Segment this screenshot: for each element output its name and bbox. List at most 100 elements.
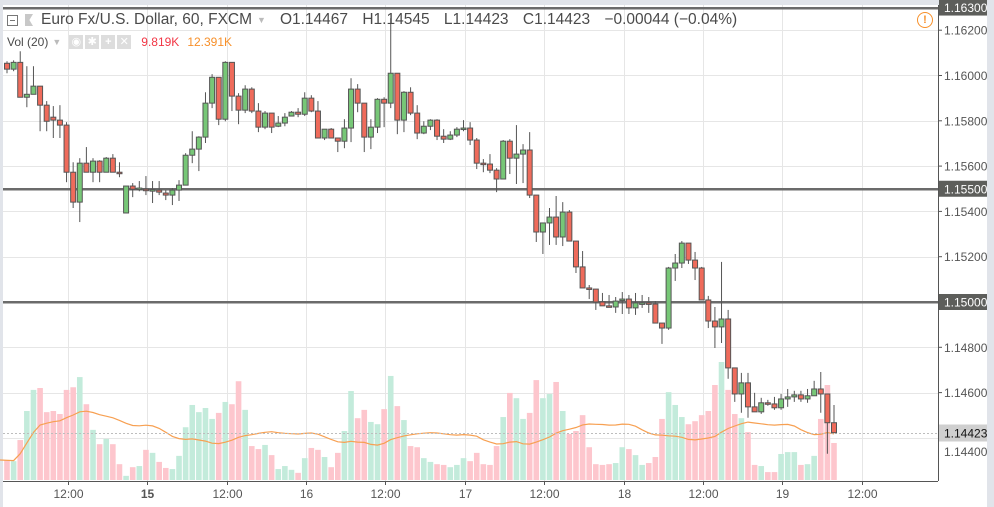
- candle-body: [228, 61, 235, 97]
- volume-label[interactable]: Vol (20): [7, 35, 49, 49]
- close-icon[interactable]: ✕: [117, 35, 132, 49]
- volume-bar: [182, 427, 189, 480]
- candle-body: [301, 97, 308, 115]
- candle-body: [698, 267, 705, 301]
- candle-body: [63, 124, 70, 173]
- volume-bar: [718, 361, 725, 480]
- open-value: O1.14467: [279, 11, 349, 28]
- price-axis[interactable]: 1.16200 1.16000 1.15800 1.15600 1.15400 1.152…: [938, 0, 988, 459]
- volume-bar: [10, 461, 17, 480]
- collapse-icon[interactable]: [7, 14, 18, 26]
- candle-body: [136, 187, 143, 191]
- candle-body: [414, 112, 421, 134]
- candle-body: [56, 119, 63, 126]
- volume-bar: [129, 467, 136, 480]
- candle-body: [493, 169, 500, 180]
- volume-bar: [103, 438, 110, 480]
- volume-bar: [440, 464, 447, 480]
- candle-body: [506, 140, 513, 159]
- time-axis[interactable]: 12:00 15 12:00 16 12:00 17 12:00 18 12:00 19 12:00: [53, 481, 878, 501]
- time-tick-label: 19: [776, 487, 790, 501]
- level-price-label-bg: [939, 180, 987, 197]
- low-value: L1.14423: [443, 11, 509, 28]
- warning-icon[interactable]: !: [917, 12, 933, 28]
- change-value: −0.00044 (−0.04%): [604, 11, 738, 28]
- close-value: C1.14423: [522, 11, 591, 28]
- volume-bar: [50, 411, 57, 480]
- candle-body: [546, 216, 553, 224]
- volume-bar: [460, 458, 467, 480]
- volume-bar: [387, 375, 394, 480]
- volume-bar: [255, 449, 262, 480]
- price-tick-label: 1.14400: [944, 445, 988, 459]
- candle-body: [202, 102, 209, 138]
- horizontal-level-line: [3, 7, 938, 10]
- volume-bar: [831, 442, 837, 480]
- chevron-down-icon[interactable]: ▼: [52, 37, 62, 47]
- candle-body: [672, 262, 679, 269]
- volume-bar: [149, 452, 156, 480]
- volume-bar: [143, 449, 149, 480]
- volume-bar: [308, 447, 315, 480]
- eye-icon[interactable]: ◉: [69, 35, 84, 49]
- symbol-title[interactable]: Euro Fx/U.S. Dollar, 60, FXCM: [41, 11, 253, 28]
- gear-icon[interactable]: ✱: [85, 35, 100, 49]
- volume-bar: [725, 389, 731, 480]
- volume-bar: [751, 464, 758, 480]
- volume-bar: [652, 457, 659, 480]
- volume-bar: [579, 415, 586, 480]
- candle-body: [632, 302, 639, 309]
- candle-body: [70, 171, 77, 203]
- candle-body: [824, 393, 831, 424]
- time-tick-label: 18: [618, 487, 632, 501]
- candle-body: [784, 396, 791, 400]
- volume-bar: [586, 447, 593, 480]
- volume-bar: [374, 424, 381, 480]
- volume-pane: [4, 361, 837, 480]
- candle-body: [23, 93, 30, 98]
- flag-icon[interactable]: [25, 14, 33, 26]
- candle-body: [427, 119, 434, 127]
- candle-body: [268, 112, 275, 128]
- volume-bar: [116, 464, 123, 480]
- high-value: H1.14545: [362, 11, 430, 28]
- volume-bar: [361, 409, 368, 480]
- candle-body: [520, 149, 527, 155]
- left-border: [0, 0, 3, 507]
- time-tick-label: 12:00: [53, 487, 83, 501]
- candle-body: [526, 149, 533, 196]
- time-tick-label: 16: [300, 487, 314, 501]
- volume-bar: [24, 411, 30, 480]
- volume-bar: [222, 401, 229, 480]
- level-price-label-bg: [939, 294, 987, 310]
- candle-body: [811, 388, 818, 397]
- volume-bar: [275, 469, 282, 480]
- volume-bar: [685, 424, 692, 480]
- volume-bar: [493, 446, 500, 480]
- volume-bar: [480, 464, 487, 480]
- volume-bar: [17, 440, 24, 480]
- symbol-legend: Euro Fx/U.S. Dollar, 60, FXCM ▼ O1.14467…: [7, 11, 747, 29]
- volume-bar: [500, 417, 506, 480]
- volume-bar: [30, 389, 37, 480]
- candle-body: [407, 91, 414, 114]
- candle-body: [718, 318, 725, 328]
- candle-body: [566, 211, 573, 242]
- plus-icon[interactable]: +: [101, 35, 116, 49]
- candle-body: [692, 259, 699, 269]
- volume-bar: [487, 464, 493, 480]
- candle-body: [778, 398, 785, 409]
- candle-body: [711, 320, 718, 328]
- candle-body: [764, 402, 771, 405]
- horizontal-levels[interactable]: [3, 7, 938, 434]
- volume-bar: [599, 464, 606, 480]
- volume-bar: [632, 455, 639, 480]
- volume-bar: [731, 414, 738, 480]
- chevron-down-icon[interactable]: ▼: [257, 15, 266, 25]
- volume-bar: [401, 420, 407, 480]
- candle-body: [182, 154, 189, 186]
- candle-body: [96, 160, 103, 173]
- volume-bar: [202, 407, 209, 480]
